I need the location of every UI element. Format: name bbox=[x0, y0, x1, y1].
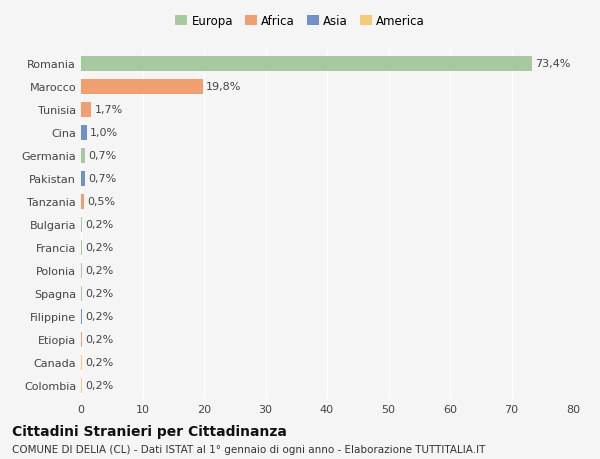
Text: 0,5%: 0,5% bbox=[87, 197, 115, 207]
Bar bbox=[81, 80, 203, 95]
Text: 73,4%: 73,4% bbox=[535, 59, 571, 69]
Text: Cittadini Stranieri per Cittadinanza: Cittadini Stranieri per Cittadinanza bbox=[12, 425, 287, 438]
Text: COMUNE DI DELIA (CL) - Dati ISTAT al 1° gennaio di ogni anno - Elaborazione TUTT: COMUNE DI DELIA (CL) - Dati ISTAT al 1° … bbox=[12, 444, 485, 454]
Bar bbox=[81, 378, 82, 393]
Bar bbox=[81, 218, 82, 232]
Bar bbox=[81, 355, 82, 370]
Bar bbox=[81, 172, 85, 186]
Text: 1,0%: 1,0% bbox=[90, 128, 118, 138]
Bar bbox=[81, 241, 82, 255]
Bar bbox=[81, 286, 82, 301]
Bar bbox=[81, 103, 91, 118]
Text: 19,8%: 19,8% bbox=[206, 82, 241, 92]
Text: 1,7%: 1,7% bbox=[95, 105, 123, 115]
Bar bbox=[81, 332, 82, 347]
Bar bbox=[81, 126, 87, 140]
Text: 0,7%: 0,7% bbox=[88, 174, 116, 184]
Text: 0,7%: 0,7% bbox=[88, 151, 116, 161]
Text: 0,2%: 0,2% bbox=[85, 289, 113, 299]
Text: 0,2%: 0,2% bbox=[85, 358, 113, 368]
Legend: Europa, Africa, Asia, America: Europa, Africa, Asia, America bbox=[170, 11, 430, 33]
Bar bbox=[81, 195, 84, 209]
Bar bbox=[81, 149, 85, 163]
Text: 0,2%: 0,2% bbox=[85, 266, 113, 276]
Text: 0,2%: 0,2% bbox=[85, 381, 113, 391]
Bar bbox=[81, 309, 82, 324]
Bar bbox=[81, 57, 532, 72]
Text: 0,2%: 0,2% bbox=[85, 220, 113, 230]
Text: 0,2%: 0,2% bbox=[85, 335, 113, 345]
Bar bbox=[81, 263, 82, 278]
Text: 0,2%: 0,2% bbox=[85, 312, 113, 322]
Text: 0,2%: 0,2% bbox=[85, 243, 113, 253]
